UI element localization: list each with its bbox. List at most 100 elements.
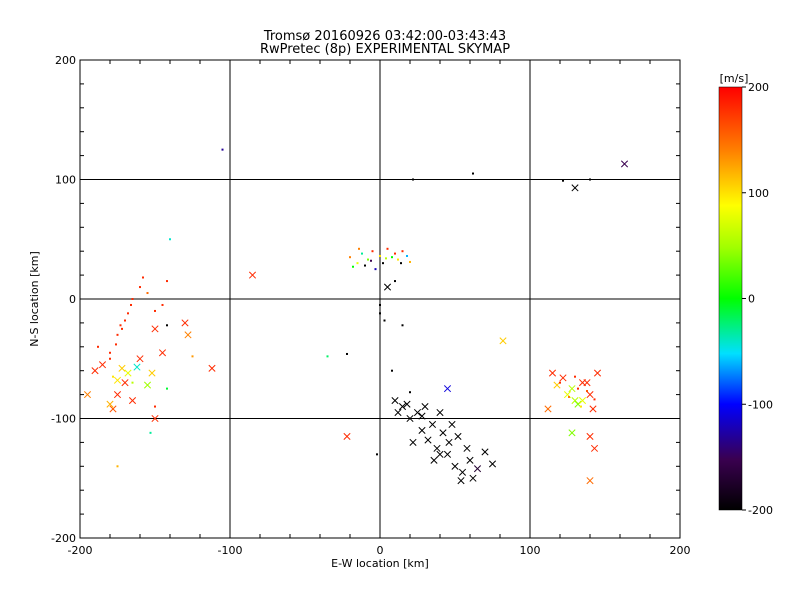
point-cross xyxy=(424,436,432,444)
x-tick-label: 100 xyxy=(520,544,541,557)
point-cross xyxy=(208,364,216,372)
point-dot xyxy=(400,262,402,265)
point-dot xyxy=(472,172,474,175)
point-cross xyxy=(559,374,567,382)
point-dot xyxy=(574,375,576,378)
point-dot xyxy=(386,247,389,250)
point-cross xyxy=(106,400,114,408)
point-dot xyxy=(361,252,363,255)
point-dot xyxy=(115,343,117,346)
point-cross xyxy=(590,444,599,452)
colorbar-ticks: 200 100 0 -100 -200 xyxy=(742,81,773,517)
point-dot xyxy=(349,256,351,259)
point-dot xyxy=(370,259,372,262)
point-cross xyxy=(248,271,257,279)
point-dot xyxy=(139,286,141,289)
point-cross xyxy=(143,381,152,389)
point-cross xyxy=(433,444,441,452)
point-dot xyxy=(116,465,119,468)
point-dot xyxy=(412,178,414,181)
point-cross xyxy=(383,283,392,291)
point-cross xyxy=(83,391,92,399)
point-dot xyxy=(130,303,132,306)
point-cross xyxy=(181,319,189,327)
point-dot xyxy=(131,298,134,300)
point-dot xyxy=(391,256,393,259)
point-cross xyxy=(128,397,137,405)
point-cross xyxy=(430,456,438,464)
point-cross xyxy=(571,184,579,192)
point-dot xyxy=(146,292,149,295)
point-dot xyxy=(161,303,164,306)
point-dot xyxy=(121,327,123,330)
chart-subtitle: RwPretec (8p) EXPERIMENTAL SKYMAP xyxy=(260,42,510,57)
point-cross xyxy=(443,385,452,393)
point-cross xyxy=(409,438,417,446)
point-cross xyxy=(469,474,477,482)
point-dot xyxy=(97,345,99,348)
colorbar-label: [m/s] xyxy=(720,72,749,85)
y-tick-label: -200 xyxy=(51,532,76,545)
point-dot xyxy=(376,453,378,456)
point-cross xyxy=(548,369,557,377)
point-dot xyxy=(371,250,374,253)
point-dot xyxy=(383,319,386,322)
y-axis-label: N-S location [km] xyxy=(28,251,41,347)
point-cross xyxy=(451,462,459,470)
data-points xyxy=(83,148,629,485)
point-cross xyxy=(398,402,407,411)
point-dot xyxy=(593,398,596,401)
point-cross xyxy=(583,379,591,387)
point-dot xyxy=(391,369,393,372)
point-dot xyxy=(382,262,384,265)
point-dot xyxy=(116,333,119,336)
point-dot xyxy=(166,324,168,327)
point-cross xyxy=(394,408,402,417)
x-tick-label: 0 xyxy=(377,544,384,557)
point-cross xyxy=(403,400,411,408)
point-dot xyxy=(352,265,354,268)
point-dot xyxy=(394,252,396,255)
point-cross xyxy=(133,363,141,371)
point-dot xyxy=(346,352,348,355)
colorbar-tick-label: 200 xyxy=(748,81,769,94)
point-cross xyxy=(118,364,126,372)
point-cross xyxy=(148,369,156,377)
point-cross xyxy=(568,385,576,393)
point-dot xyxy=(131,381,134,384)
point-cross xyxy=(418,412,426,420)
point-cross xyxy=(391,397,399,405)
point-dot xyxy=(562,179,564,182)
y-tick-label: 100 xyxy=(55,174,76,187)
point-cross xyxy=(568,429,576,437)
point-dot xyxy=(379,303,381,306)
point-cross xyxy=(586,432,594,440)
point-cross xyxy=(445,438,453,446)
point-dot xyxy=(364,264,366,267)
point-cross xyxy=(457,477,465,485)
point-cross xyxy=(466,456,474,464)
point-cross xyxy=(113,391,122,399)
point-cross xyxy=(151,414,159,423)
x-tick-label: -200 xyxy=(68,544,93,557)
point-cross xyxy=(586,477,594,485)
point-cross xyxy=(109,405,117,413)
point-cross xyxy=(488,460,497,468)
colorbar-tick-label: -200 xyxy=(748,504,773,517)
colorbar-tick-label: 100 xyxy=(748,187,769,200)
point-cross xyxy=(439,429,447,437)
point-dot xyxy=(409,260,411,263)
grid-lines xyxy=(80,60,680,538)
point-cross xyxy=(589,405,597,413)
chart-title: Tromsø 20160926 03:42:00-03:43:43 xyxy=(263,29,506,44)
point-dot xyxy=(149,431,152,434)
point-dot xyxy=(154,309,156,312)
point-dot xyxy=(109,351,111,354)
point-dot xyxy=(169,238,171,241)
point-cross xyxy=(98,361,107,369)
point-cross xyxy=(586,391,594,399)
point-dot xyxy=(406,254,408,257)
colorbar xyxy=(718,86,743,511)
point-cross xyxy=(443,450,452,458)
